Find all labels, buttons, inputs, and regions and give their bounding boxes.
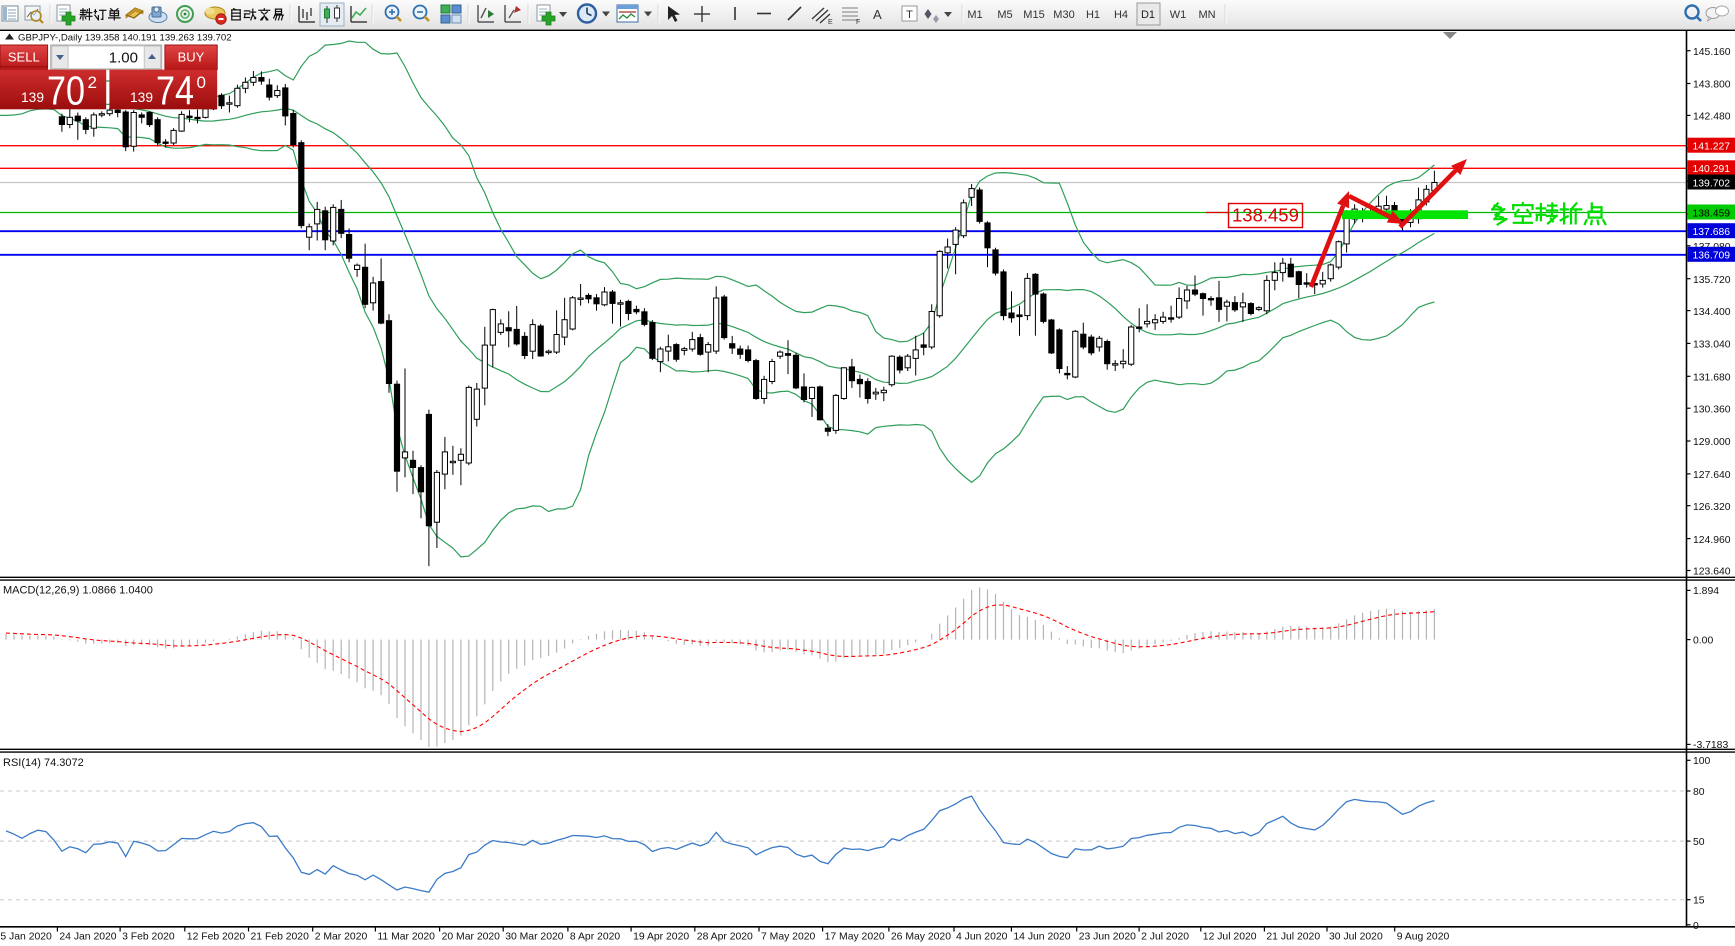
- svg-text:80: 80: [1693, 787, 1705, 798]
- svg-text:139.702: 139.702: [1693, 178, 1731, 189]
- svg-text:GBPJPY-,Daily 139.358 140.191: GBPJPY-,Daily 139.358 140.191 139.263 13…: [18, 33, 232, 44]
- svg-text:12 Feb 2020: 12 Feb 2020: [187, 932, 246, 943]
- svg-text:1.00: 1.00: [109, 50, 138, 67]
- svg-text:19 Apr 2020: 19 Apr 2020: [633, 932, 689, 943]
- svg-text:136.709: 136.709: [1693, 251, 1731, 262]
- svg-text:MN: MN: [1198, 9, 1215, 21]
- svg-text:W1: W1: [1170, 9, 1187, 21]
- svg-text:MACD(12,26,9) 1.0866 1.0400: MACD(12,26,9) 1.0866 1.0400: [3, 585, 153, 597]
- svg-text:134.400: 134.400: [1693, 307, 1731, 318]
- svg-text:28 Apr 2020: 28 Apr 2020: [697, 932, 753, 943]
- svg-text:-3.7183: -3.7183: [1693, 740, 1728, 751]
- svg-text:M5: M5: [997, 9, 1012, 21]
- svg-text:2 Mar 2020: 2 Mar 2020: [315, 932, 368, 943]
- svg-text:SELL: SELL: [8, 50, 40, 65]
- svg-text:2 Jul 2020: 2 Jul 2020: [1141, 932, 1189, 943]
- svg-text:H1: H1: [1086, 9, 1100, 21]
- svg-text:A: A: [873, 7, 882, 22]
- svg-text:8 Apr 2020: 8 Apr 2020: [570, 932, 620, 943]
- svg-text:17 May 2020: 17 May 2020: [825, 932, 885, 943]
- svg-text:2: 2: [88, 73, 97, 92]
- svg-text:145.160: 145.160: [1693, 47, 1731, 58]
- svg-text:14 Jun 2020: 14 Jun 2020: [1013, 932, 1070, 943]
- svg-text:130.360: 130.360: [1693, 404, 1731, 415]
- svg-text:141.227: 141.227: [1693, 142, 1731, 153]
- svg-text:3 Feb 2020: 3 Feb 2020: [122, 932, 175, 943]
- svg-text:74: 74: [156, 68, 194, 114]
- svg-text:15: 15: [1693, 896, 1705, 907]
- svg-text:0: 0: [1693, 921, 1699, 932]
- svg-text:131.680: 131.680: [1693, 373, 1731, 384]
- svg-text:139: 139: [130, 90, 153, 105]
- svg-text:26 May 2020: 26 May 2020: [891, 932, 951, 943]
- svg-text:23 Jun 2020: 23 Jun 2020: [1079, 932, 1136, 943]
- svg-text:137.686: 137.686: [1693, 227, 1731, 238]
- svg-text:0.00: 0.00: [1693, 636, 1713, 647]
- svg-text:127.640: 127.640: [1693, 470, 1731, 481]
- svg-text:0: 0: [197, 73, 206, 92]
- svg-text:H4: H4: [1114, 9, 1128, 21]
- svg-text:129.000: 129.000: [1693, 437, 1731, 448]
- svg-text:9 Aug 2020: 9 Aug 2020: [1397, 932, 1450, 943]
- svg-text:100: 100: [1693, 756, 1711, 767]
- svg-text:124.960: 124.960: [1693, 535, 1731, 546]
- svg-text:138.459: 138.459: [1232, 205, 1299, 226]
- svg-text:135.720: 135.720: [1693, 275, 1731, 286]
- svg-text:D1: D1: [1141, 9, 1155, 21]
- svg-text:11 Mar 2020: 11 Mar 2020: [377, 932, 435, 943]
- svg-text:140.291: 140.291: [1693, 164, 1731, 175]
- svg-text:1.894: 1.894: [1693, 586, 1719, 597]
- svg-text:123.640: 123.640: [1693, 567, 1731, 578]
- svg-text:7 May 2020: 7 May 2020: [761, 932, 816, 943]
- svg-text:RSI(14) 74.3072: RSI(14) 74.3072: [3, 757, 84, 769]
- svg-text:F: F: [856, 19, 860, 26]
- svg-text:21 Jul 2020: 21 Jul 2020: [1266, 932, 1320, 943]
- svg-text:12 Jul 2020: 12 Jul 2020: [1203, 932, 1257, 943]
- svg-text:30 Mar 2020: 30 Mar 2020: [505, 932, 564, 943]
- svg-text:70: 70: [47, 68, 85, 114]
- svg-text:E: E: [828, 19, 833, 26]
- svg-text:M30: M30: [1053, 9, 1074, 21]
- svg-text:143.800: 143.800: [1693, 80, 1731, 91]
- svg-text:142.480: 142.480: [1693, 112, 1731, 123]
- svg-text:30 Jul 2020: 30 Jul 2020: [1329, 932, 1383, 943]
- svg-text:15 Jan 2020: 15 Jan 2020: [0, 932, 52, 943]
- svg-text:4 Jun 2020: 4 Jun 2020: [956, 932, 1008, 943]
- svg-text:133.040: 133.040: [1693, 340, 1731, 351]
- svg-text:138.459: 138.459: [1693, 208, 1731, 219]
- svg-text:T: T: [906, 9, 913, 21]
- svg-text:126.320: 126.320: [1693, 502, 1731, 513]
- svg-text:20 Mar 2020: 20 Mar 2020: [442, 932, 501, 943]
- svg-text:M15: M15: [1023, 9, 1044, 21]
- svg-text:M1: M1: [967, 9, 982, 21]
- svg-text:139: 139: [21, 90, 44, 105]
- svg-text:24 Jan 2020: 24 Jan 2020: [59, 932, 116, 943]
- svg-text:21 Feb 2020: 21 Feb 2020: [251, 932, 310, 943]
- svg-text:BUY: BUY: [178, 50, 205, 65]
- svg-text:50: 50: [1693, 837, 1705, 848]
